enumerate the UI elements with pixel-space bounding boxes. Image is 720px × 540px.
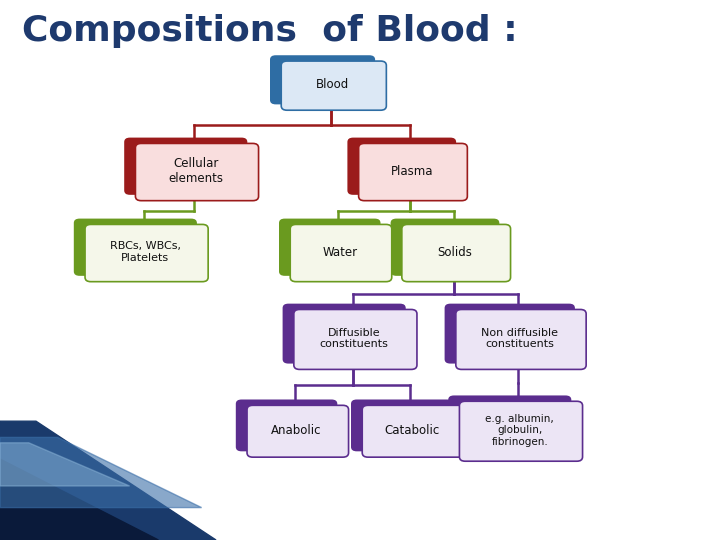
FancyBboxPatch shape: [74, 219, 197, 276]
Text: Compositions  of Blood :: Compositions of Blood :: [22, 14, 517, 48]
FancyBboxPatch shape: [236, 400, 337, 451]
FancyBboxPatch shape: [270, 55, 375, 104]
Polygon shape: [0, 437, 202, 508]
FancyBboxPatch shape: [282, 61, 387, 110]
Text: Diffusible
constituents: Diffusible constituents: [320, 328, 389, 349]
Text: Non diffusible
constituents: Non diffusible constituents: [481, 328, 558, 349]
Text: Water: Water: [322, 246, 357, 259]
Polygon shape: [0, 443, 130, 486]
Polygon shape: [0, 459, 158, 540]
FancyBboxPatch shape: [135, 144, 258, 201]
FancyBboxPatch shape: [347, 138, 456, 195]
FancyBboxPatch shape: [124, 138, 248, 195]
Text: Plasma: Plasma: [390, 165, 433, 178]
Text: Cellular
elements: Cellular elements: [168, 157, 223, 185]
Text: e.g. albumin,
globulin,
fibrinogen.: e.g. albumin, globulin, fibrinogen.: [485, 414, 554, 447]
FancyBboxPatch shape: [290, 225, 392, 282]
Text: Solids: Solids: [438, 246, 472, 259]
FancyBboxPatch shape: [294, 309, 417, 369]
FancyBboxPatch shape: [247, 406, 348, 457]
FancyBboxPatch shape: [402, 225, 510, 282]
FancyBboxPatch shape: [448, 395, 572, 455]
FancyBboxPatch shape: [85, 225, 208, 282]
Text: Blood: Blood: [316, 78, 349, 91]
Text: RBCs, WBCs,
Platelets: RBCs, WBCs, Platelets: [109, 241, 181, 263]
FancyBboxPatch shape: [279, 219, 380, 276]
FancyBboxPatch shape: [362, 406, 464, 457]
FancyBboxPatch shape: [351, 400, 452, 451]
FancyBboxPatch shape: [359, 144, 467, 201]
Text: Anabolic: Anabolic: [271, 424, 322, 437]
Text: Catabolic: Catabolic: [384, 424, 439, 437]
Polygon shape: [0, 421, 216, 540]
FancyBboxPatch shape: [456, 309, 586, 369]
FancyBboxPatch shape: [459, 401, 582, 461]
FancyBboxPatch shape: [444, 303, 575, 363]
FancyBboxPatch shape: [390, 219, 500, 276]
FancyBboxPatch shape: [282, 303, 405, 363]
